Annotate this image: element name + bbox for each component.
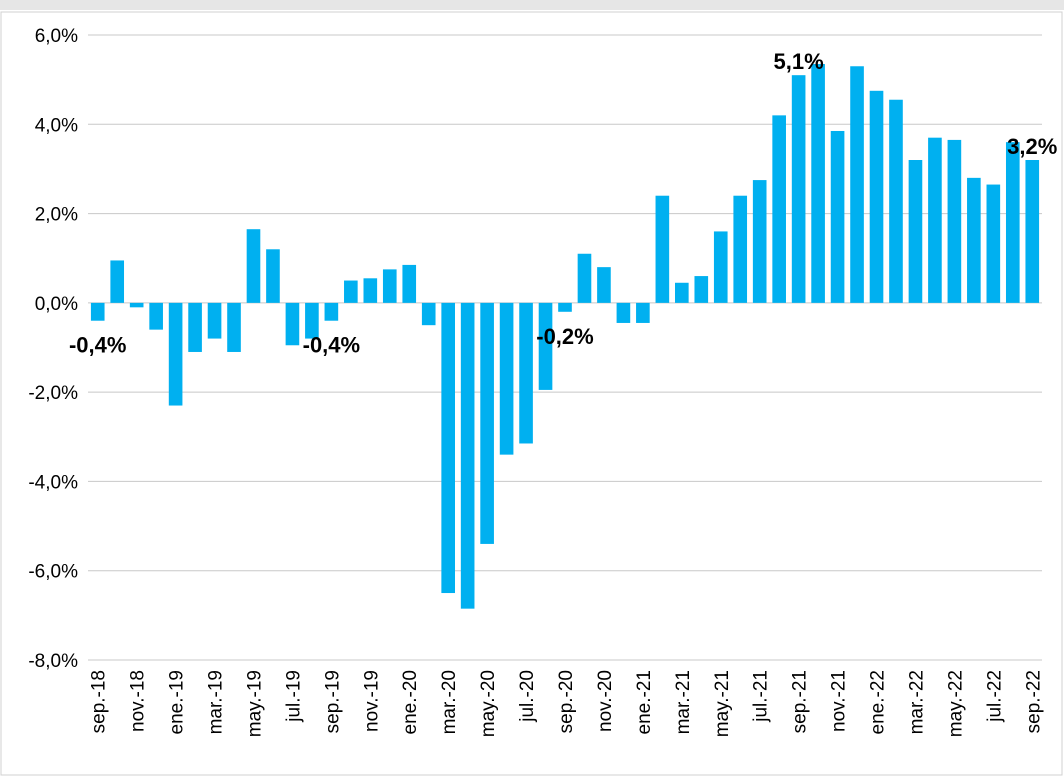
bar (110, 260, 125, 303)
bar (928, 137, 942, 303)
bar (246, 229, 261, 303)
bar (1005, 142, 1020, 303)
bar (986, 184, 1001, 303)
x-tick-label: jul.-20 (517, 670, 538, 723)
bar (441, 302, 455, 594)
bar (577, 253, 592, 303)
x-tick-label: sep.-22 (1023, 670, 1044, 733)
x-tick-label: sep.-18 (89, 670, 110, 733)
x-tick-label: mar.-20 (439, 670, 460, 734)
x-tick-label: may.-21 (712, 670, 733, 737)
x-tick-label: nov.-18 (128, 670, 149, 732)
bar (733, 195, 748, 303)
y-tick-label: -6,0% (28, 562, 78, 583)
bar (616, 302, 631, 323)
bar (363, 278, 378, 303)
value-label: 3,2% (1007, 134, 1057, 159)
bar (1025, 160, 1040, 303)
x-tick-label: ene.-19 (167, 670, 188, 734)
bar (480, 302, 494, 544)
top-strip (0, 0, 1064, 10)
value-label: -0,2% (536, 324, 593, 349)
bar (830, 130, 845, 303)
value-label: 5,1% (774, 49, 824, 74)
bar (499, 302, 514, 455)
x-tick-label: sep.-19 (322, 670, 343, 733)
bar (519, 302, 533, 444)
bar (752, 180, 767, 303)
x-tick-label: jul.-19 (283, 670, 304, 723)
x-tick-label: mar.-21 (673, 670, 694, 734)
bar (305, 302, 319, 339)
bar (869, 90, 884, 303)
y-tick-label: 2,0% (35, 205, 78, 226)
bar (811, 64, 825, 303)
bar (207, 302, 222, 339)
bar (889, 99, 903, 303)
bar (324, 302, 339, 321)
bar (344, 280, 358, 303)
y-tick-label: 4,0% (35, 115, 78, 136)
y-tick-label: -8,0% (28, 651, 78, 672)
value-label: -0,4% (69, 333, 126, 358)
x-tick-label: mar.-22 (906, 670, 927, 734)
bar (382, 269, 397, 303)
x-tick-label: ene.-21 (634, 670, 655, 734)
bar (636, 302, 650, 323)
x-tick-label: ene.-22 (868, 670, 889, 734)
x-tick-label: mar.-19 (206, 670, 227, 734)
value-label: -0,4% (303, 333, 360, 358)
bar (149, 302, 163, 330)
bar (850, 66, 864, 303)
y-tick-label: -4,0% (28, 472, 78, 493)
x-tick-label: may.-22 (945, 670, 966, 737)
bar (266, 249, 280, 303)
bar (967, 177, 981, 303)
bar (538, 302, 553, 390)
x-tick-label: jul.-21 (751, 670, 772, 723)
bar (558, 302, 572, 312)
bar (188, 302, 202, 352)
bar (421, 302, 436, 326)
bar (285, 302, 300, 346)
bar (791, 75, 806, 303)
x-tick-label: nov.-20 (595, 670, 616, 732)
x-tick-label: ene.-20 (400, 670, 421, 734)
bar (947, 139, 962, 303)
bar (227, 302, 241, 352)
bar (90, 302, 105, 321)
x-tick-label: sep.-21 (790, 670, 811, 733)
bar (402, 264, 417, 303)
bar (168, 302, 183, 406)
y-tick-label: 0,0% (35, 294, 78, 315)
bar (713, 231, 728, 303)
y-tick-label: -2,0% (28, 383, 78, 404)
x-tick-label: may.-19 (244, 670, 265, 737)
bar (675, 282, 689, 303)
y-tick-label: 6,0% (35, 26, 78, 47)
x-tick-label: nov.-19 (361, 670, 382, 732)
x-tick-label: sep.-20 (556, 670, 577, 733)
bar (908, 160, 923, 303)
bar (597, 267, 611, 303)
bar (460, 302, 475, 609)
x-tick-label: jul.-22 (984, 670, 1005, 723)
bar (655, 195, 670, 303)
bar (772, 115, 786, 303)
x-tick-label: nov.-21 (829, 670, 850, 732)
bar (694, 276, 709, 303)
bar (129, 302, 144, 308)
x-tick-label: may.-20 (478, 670, 499, 737)
